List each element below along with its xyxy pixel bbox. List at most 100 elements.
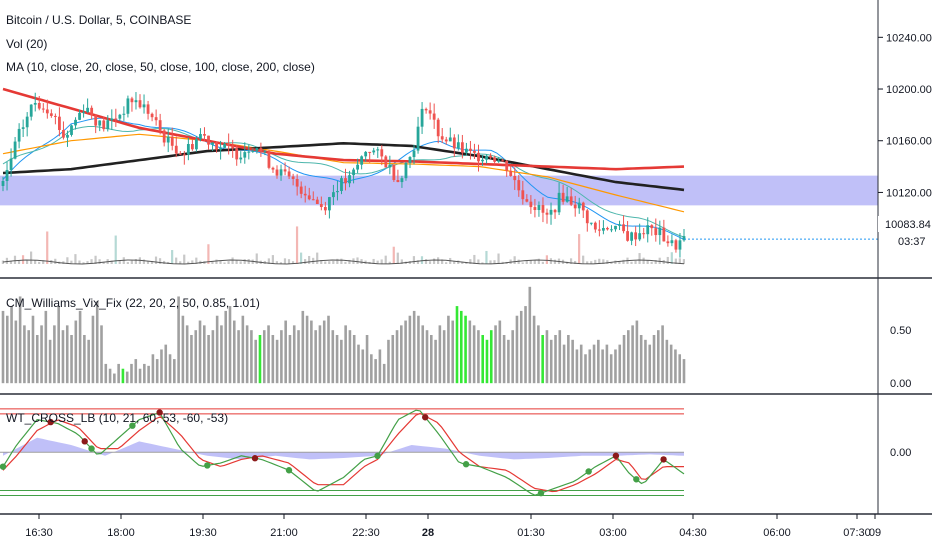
candle-body [327,197,331,211]
candle-body [473,150,476,153]
volume-bar [134,259,137,264]
volume-ma-line [2,259,685,265]
candle-body [412,150,416,158]
vix-bar [70,335,73,384]
volume-bar [78,260,81,264]
vix-bar [661,325,664,384]
volume-bar [283,258,287,264]
vix-bar [352,335,356,384]
volume-bar [38,261,41,264]
vix-bar [511,330,514,384]
vix-bar [648,344,652,384]
vix-bar [485,339,489,384]
vix-bar [211,330,215,384]
candle-body [158,120,162,131]
vix-bar [220,325,223,384]
vix-bar [438,325,442,384]
vix-bar [57,306,60,384]
volume-bar [360,259,363,264]
bearish-cross-dot [47,418,54,426]
volume-bar [521,262,524,264]
vix-bar [519,310,523,384]
candle-body [45,109,49,114]
vix-bar [361,349,365,384]
candle-body [497,160,501,162]
candle-body [102,120,106,130]
candle-body [678,240,682,250]
volume-bar [30,251,33,264]
candle-body [336,190,339,193]
volume-bar [594,259,597,264]
volume-bar [118,260,121,264]
volume-bar [412,256,416,264]
volume-bar [74,254,77,264]
volume-bar [533,260,536,264]
volume-bar [497,253,500,264]
candle-body [195,139,198,150]
volume-bar [187,261,190,264]
vix-bar [605,344,609,384]
vix-bar [639,335,643,384]
volume-bar [642,257,645,264]
volume-bar [46,231,49,264]
vix-bar [404,320,407,384]
time-tick-label: 28 [422,527,434,539]
price-axis[interactable]: 10240.00 10200.00 10160.00 10120.00 [878,32,932,199]
volume-bar [235,259,238,264]
candle-body [529,201,533,208]
volume-bar [183,254,186,264]
candlesticks [1,92,878,258]
candle-body [33,102,37,105]
vix-bar [669,344,673,384]
candle-body [481,159,484,162]
candle-body [231,145,235,149]
vix-bar [459,310,463,384]
vix-fix-bars [1,286,686,384]
moving-averages [2,87,685,240]
candle-body [166,136,170,143]
candle-body [368,151,372,153]
candle-body [424,108,428,111]
volume-bar [308,255,311,264]
volume-bar [388,261,391,264]
vix-bar [53,325,56,384]
vix-bar [327,315,330,384]
volume-bar [195,257,198,264]
candle-body [420,108,424,127]
candle-body [509,170,513,177]
candle-body [372,150,376,153]
candle-body [364,151,368,157]
volume-bar [344,261,347,264]
candle-body [29,104,33,117]
vix-bar [190,335,193,384]
vix-bar [631,325,634,384]
candle-body [319,204,323,208]
candle-body [533,207,537,211]
candle-body [279,169,283,176]
candle-body [1,180,5,186]
wt2-line [2,412,684,493]
time-axis[interactable]: 16:30 18:00 19:30 21:00 22:30 28 01:30 03:00 04:… [25,514,881,539]
candle-body [622,224,625,232]
candle-body [150,113,154,118]
volume-bar [239,261,242,264]
candle-body [662,227,666,242]
volume-bar [5,257,9,264]
candle-body [626,231,629,241]
volume-bar [275,261,279,264]
volume-bar [191,260,194,264]
volume-bar [489,260,492,264]
vix-bar [262,330,266,384]
candle-body [448,137,452,142]
volume-bar [348,259,351,264]
volume-bar [666,256,669,264]
ma-100-line [2,141,685,192]
volume-bar [154,256,158,264]
candle-body [186,144,190,155]
vix-bar [614,349,617,384]
volume-bar [42,260,45,264]
vix-tick-label: 0.00 [890,378,911,390]
candle-body [311,199,315,201]
candle-body [5,169,9,181]
